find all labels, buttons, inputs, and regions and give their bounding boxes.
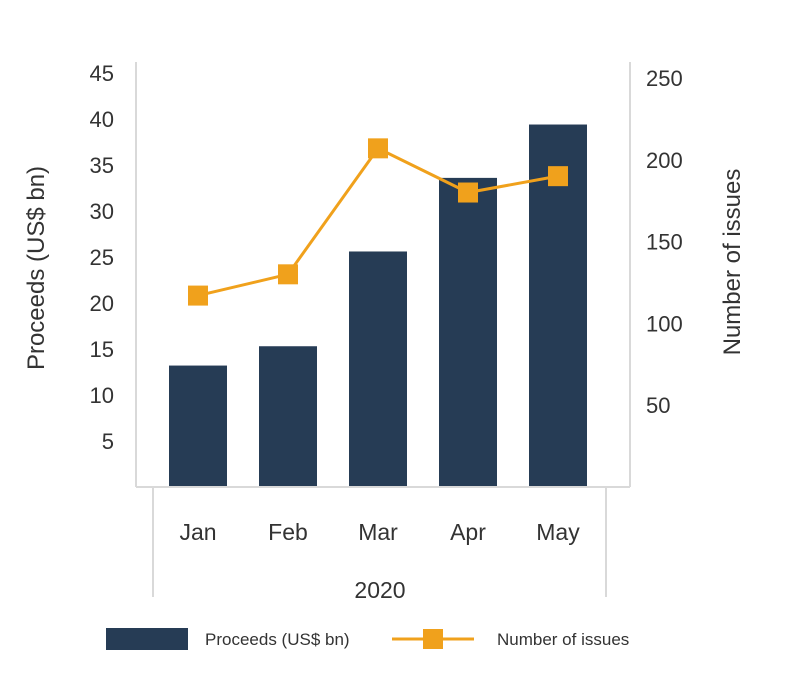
right-tick-label: 250	[646, 66, 683, 91]
legend: Proceeds (US$ bn) Number of issues	[106, 628, 629, 650]
category-label: Apr	[450, 519, 486, 545]
left-tick-labels: 5 10 15 20 25 30 35 40 45	[90, 61, 114, 454]
left-tick-label: 35	[90, 153, 114, 178]
legend-proceeds-swatch	[106, 628, 188, 650]
left-tick-label: 25	[90, 245, 114, 270]
category-label: Feb	[268, 519, 308, 545]
right-tick-label: 200	[646, 148, 683, 173]
issues-marker	[278, 264, 298, 285]
issues-marker	[188, 285, 208, 306]
right-tick-label: 150	[646, 230, 683, 255]
right-tick-labels: 50 100 150 200 250	[646, 66, 683, 418]
left-tick-label: 20	[90, 291, 114, 316]
issues-marker	[548, 166, 568, 187]
left-tick-label: 30	[90, 199, 114, 224]
category-label: Jan	[179, 519, 216, 545]
category-label: Mar	[358, 519, 398, 545]
issues-marker	[368, 138, 388, 159]
right-axis-title: Number of issues	[719, 169, 746, 356]
left-tick-label: 5	[102, 429, 114, 454]
category-label: May	[536, 519, 580, 545]
left-tick-label: 40	[90, 107, 114, 132]
category-labels: Jan Feb Mar Apr May	[179, 519, 580, 545]
proceeds-bars	[169, 124, 587, 488]
proceeds-bar	[349, 251, 407, 487]
left-y-axis: 5 10 15 20 25 30 35 40 45 Proceeds (US$ bn)	[23, 61, 137, 487]
left-tick-label: 10	[90, 383, 114, 408]
right-y-axis: 50 100 150 200 250 Number of issues	[629, 62, 746, 487]
issues-marker	[458, 182, 478, 203]
right-tick-label: 100	[646, 311, 683, 336]
proceeds-bar	[169, 365, 227, 487]
proceeds-bar	[439, 177, 497, 487]
x-axis: Jan Feb Mar Apr May 2020	[136, 486, 630, 603]
year-group-label: 2020	[354, 577, 405, 603]
right-tick-label: 50	[646, 393, 670, 418]
left-tick-label: 45	[90, 61, 114, 86]
legend-proceeds-label: Proceeds (US$ bn)	[205, 630, 350, 649]
left-tick-label: 15	[90, 337, 114, 362]
legend-issues-marker	[423, 629, 443, 649]
issues-line-series	[188, 138, 568, 306]
proceeds-bar	[259, 346, 317, 487]
left-axis-title: Proceeds (US$ bn)	[23, 166, 50, 370]
legend-issues-label: Number of issues	[497, 630, 629, 649]
